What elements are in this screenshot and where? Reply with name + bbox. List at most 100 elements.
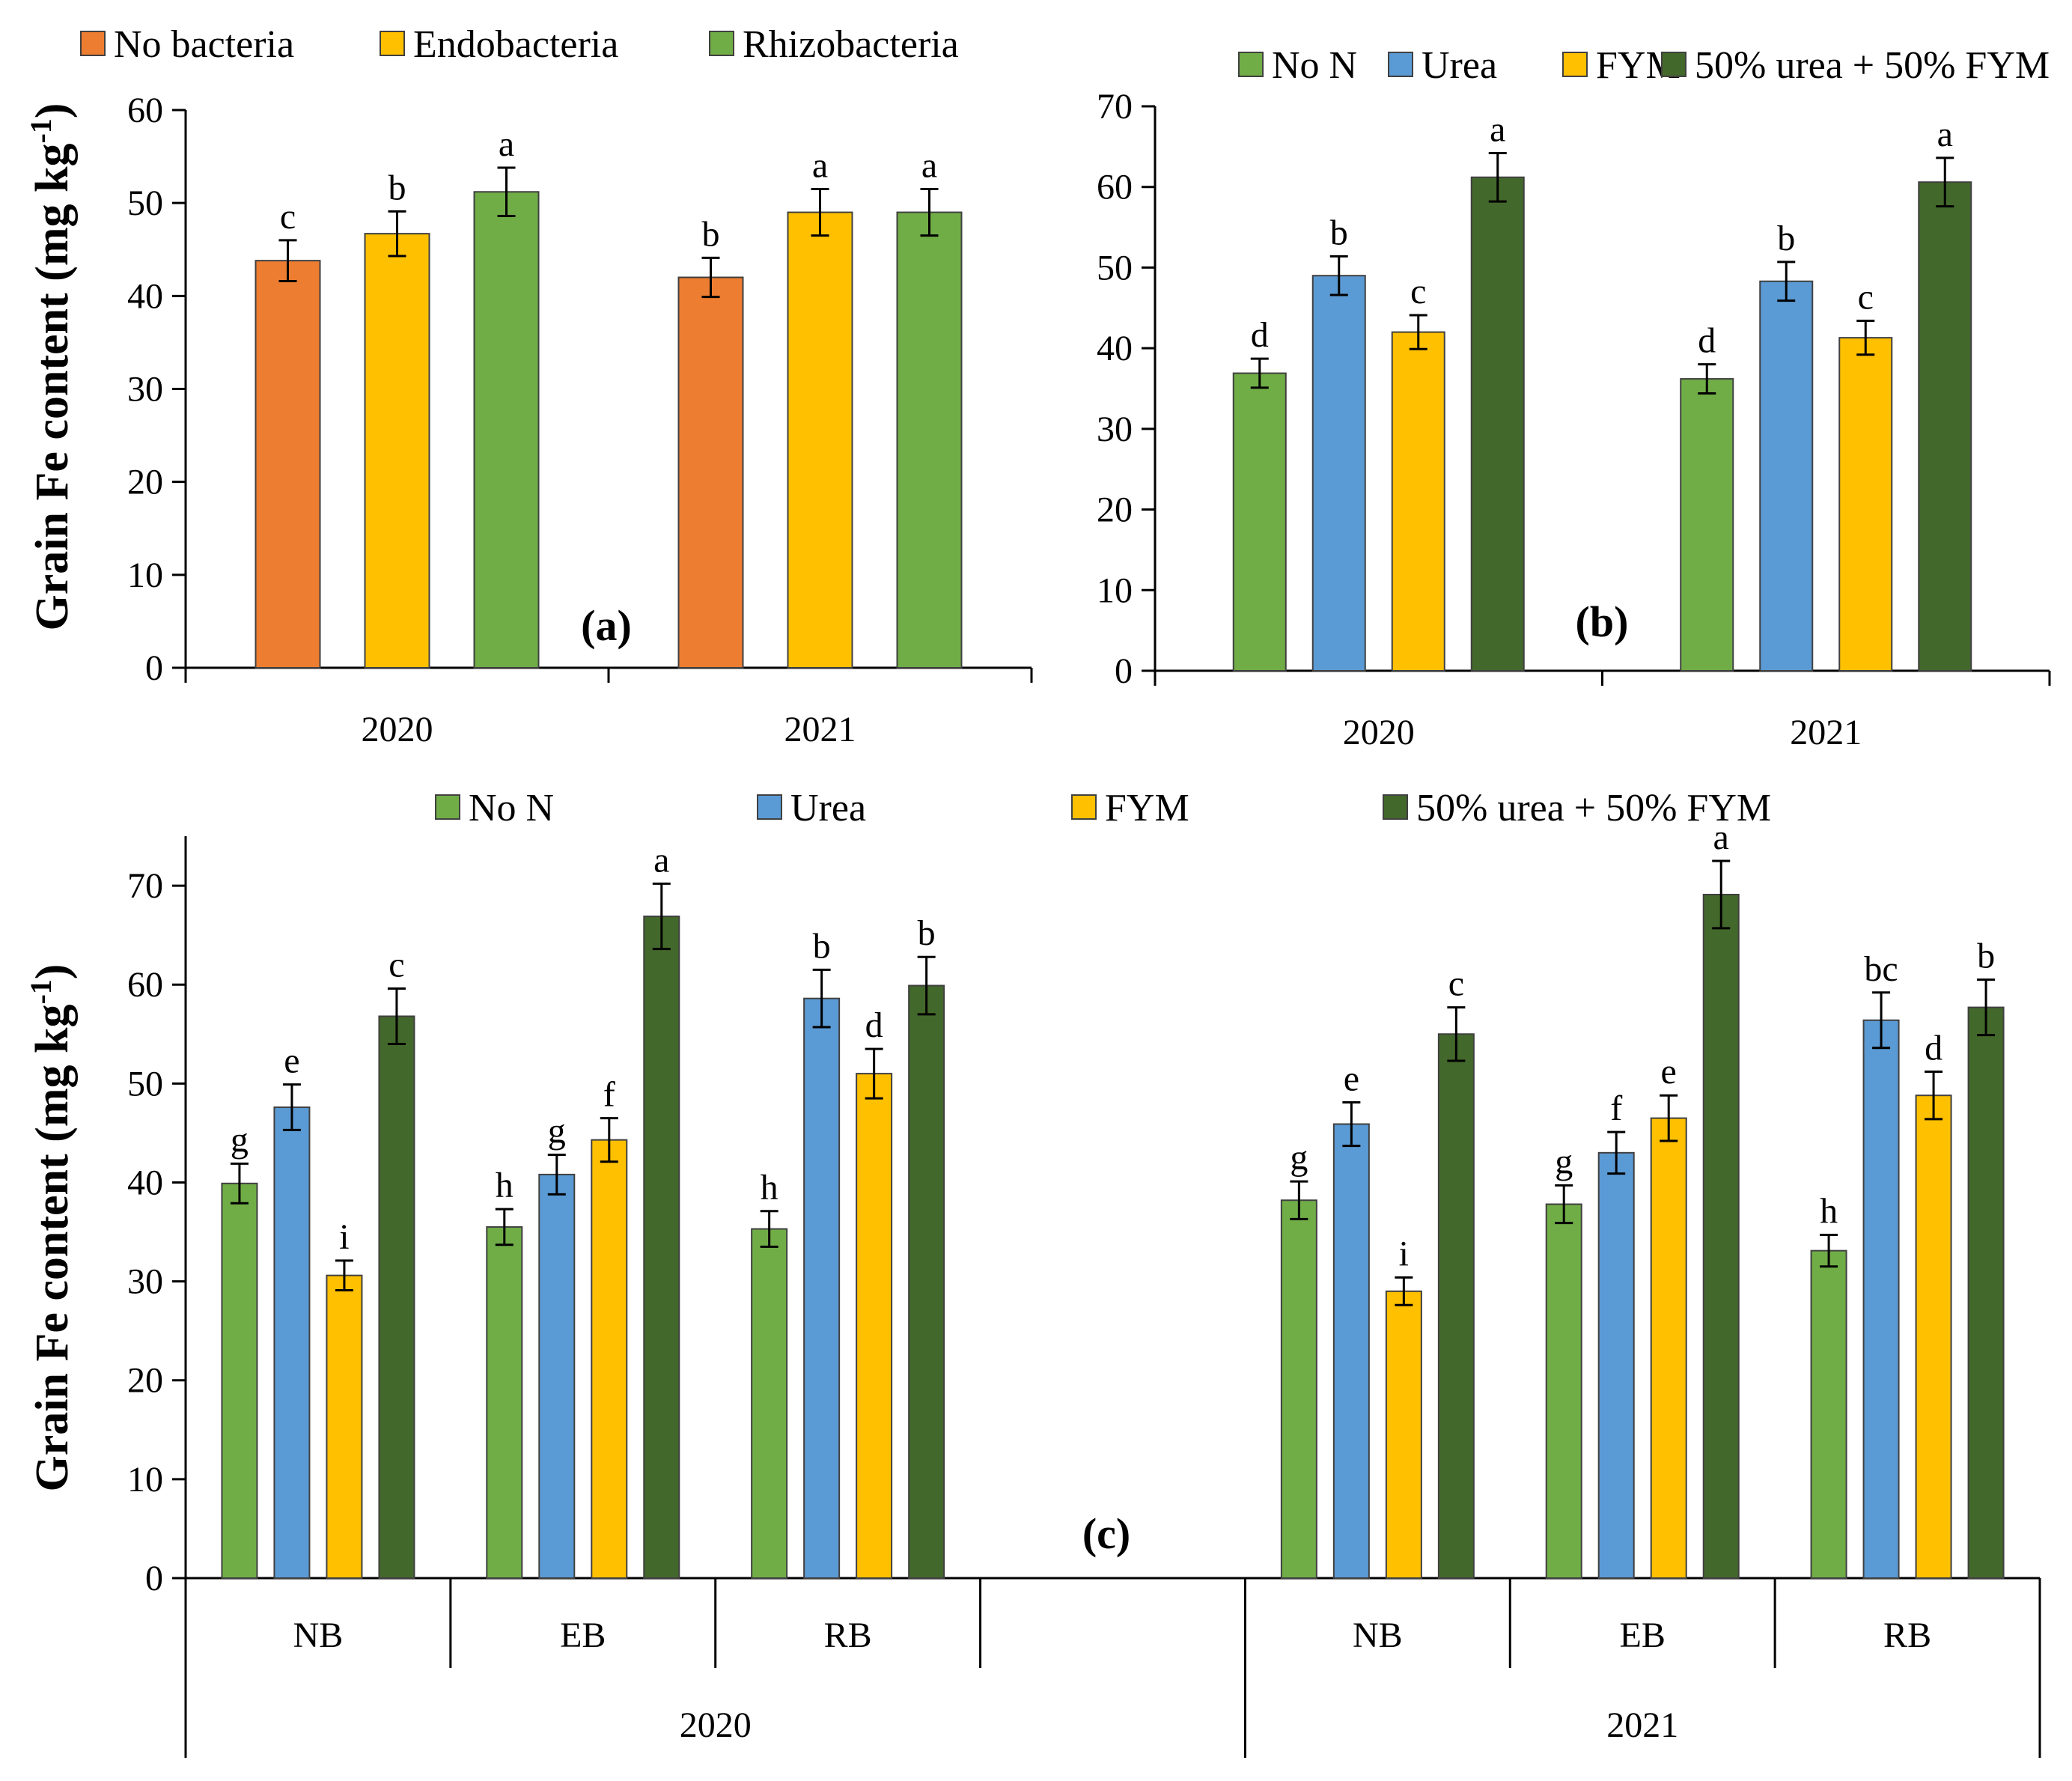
panel-a-bar [677,276,744,669]
panel-b-legend-swatch [1562,52,1588,77]
panel-b-bar [1838,337,1893,672]
panel-c-significance-letter: a [1713,818,1729,857]
panel-c-year-label: 2021 [1606,1705,1678,1745]
panel-a-legend-swatch [80,31,106,56]
panel-c-significance-letter: f [1610,1089,1622,1128]
panel-a-bar [787,211,853,669]
panel-c-y-tick-label: 60 [127,965,163,1005]
panel-a-significance-letter: a [812,146,828,186]
panel-c-significance-letter: d [865,1005,883,1045]
panel-a-y-tick-label: 50 [127,183,163,223]
panel-c-significance-letter: a [653,840,669,880]
panel-c-significance-letter: f [603,1075,615,1115]
panel-c-legend-swatch [757,794,782,820]
panel-b-bar [1680,378,1734,672]
panel-b-significance-letter: d [1698,321,1716,361]
panel-c-legend-label: FYM [1105,787,1189,829]
panel-c-legend-swatch [435,794,460,820]
panel-c-significance-letter: g [1290,1138,1308,1178]
panel-a-significance-letter: a [499,124,514,164]
panel-c-bar [1597,1151,1635,1579]
panel-c-y-tick-label: 20 [127,1361,163,1401]
panel-c-significance-letter: c [388,945,404,984]
panel-a-x-tick-label: 2021 [784,710,856,749]
panel-c-bar [378,1015,415,1579]
panel-c-group-label: EB [1620,1616,1666,1655]
panel-b-y-tick-label: 20 [1097,490,1133,530]
panel-b-y-tick-label: 40 [1097,329,1133,368]
panel-c-group-label: NB [1353,1616,1403,1655]
panel-b-legend-label: Urea [1422,44,1497,87]
panel-c-significance-letter: h [761,1168,778,1208]
panel-c-group-label: EB [560,1616,606,1655]
panel-c-group-label: RB [1883,1616,1931,1655]
panel-b-y-tick-label: 50 [1097,248,1133,287]
panel-b-legend-swatch [1388,52,1413,77]
panel-c-bar [1650,1117,1687,1579]
panel-b-significance-letter: d [1251,315,1269,355]
panel-c-bar [1862,1019,1900,1579]
panel-c-significance-letter: g [1555,1142,1573,1181]
panel-c-y-tick-label: 40 [127,1163,163,1202]
panel-a-y-tick-label: 10 [127,555,163,595]
panel-b-legend-swatch [1238,52,1264,77]
panel-c-bar [273,1106,311,1579]
panel-c-significance-letter: g [548,1111,566,1151]
panel-c-bar [1915,1095,1952,1579]
panel-b-bar [1759,280,1814,672]
panel-c-significance-letter: b [918,913,936,953]
panel-c-significance-letter: e [1661,1052,1677,1092]
panel-a-legend-label: No bacteria [114,23,294,66]
panel-a-y-axis-title: Grain Fe content (mg kg-1) [24,103,78,631]
panel-c-y-tick-label: 70 [127,866,163,906]
panel-a-y-tick-label: 0 [145,648,163,688]
panel-a-y-tick-label: 20 [127,463,163,502]
panel-a-significance-letter: c [280,197,296,237]
panel-b-label: (b) [1576,597,1629,646]
panel-b-legend-swatch [1661,52,1686,77]
panel-a-bar [473,191,540,669]
panel-a-significance-letter: b [388,168,406,207]
panel-a-y-tick-label: 30 [127,370,163,410]
panel-c-legend-label: Urea [790,787,866,829]
panel-c-year-label: 2020 [680,1705,752,1745]
panel-c-significance-letter: i [339,1217,349,1257]
panel-a-legend-label: Rhizobacteria [743,23,959,66]
panel-c-y-tick-label: 30 [127,1262,163,1302]
panel-c-bar [1437,1033,1475,1580]
panel-a-x-tick-label: 2020 [362,710,433,749]
panel-c-chart: 010203040506070NBgeicEBhgfaRBhbdbNBgeicE… [24,787,2041,1758]
panel-b-significance-letter: b [1777,219,1795,258]
panel-c-significance-letter: h [496,1166,514,1205]
panel-b-significance-letter: c [1410,272,1426,311]
panel-a-legend-swatch [380,31,405,56]
panel-c-bar [856,1073,893,1579]
panel-c-significance-letter: e [1344,1059,1359,1098]
panel-b-y-tick-label: 60 [1097,168,1133,207]
panel-c-bar [643,916,680,1579]
panel-a-y-tick-label: 40 [127,276,163,316]
panel-c-bar [326,1274,363,1579]
panel-b-significance-letter: c [1858,278,1874,317]
panel-b-y-tick-label: 10 [1097,570,1133,610]
panel-c-bar [1332,1123,1370,1580]
panel-a-legend-label: Endobacteria [413,23,618,66]
panel-c-bar [486,1226,523,1579]
panel-c-y-axis-title: Grain Fe content (mg kg-1) [24,964,78,1492]
panel-c-bar [1967,1006,2005,1580]
panel-a-bar [255,260,321,669]
panel-a-bar [896,211,963,669]
panel-c-significance-letter: h [1820,1191,1838,1231]
panel-a-significance-letter: a [921,146,937,186]
panel-c-bar [1545,1203,1582,1579]
panel-b-x-tick-label: 2020 [1343,713,1415,752]
panel-b-significance-letter: b [1330,213,1348,252]
panel-c-significance-letter: e [284,1041,299,1081]
panel-c-legend-swatch [1071,794,1097,820]
panel-c-label: (c) [1082,1509,1130,1558]
panel-b-bar [1311,275,1366,672]
panel-c-bar [1810,1249,1847,1579]
panel-a-chart: 0 10 20 30 40 50 60 2020 c b a 2021 b a a No bacteria En… [24,23,1033,749]
panel-b-bar [1918,181,1972,672]
